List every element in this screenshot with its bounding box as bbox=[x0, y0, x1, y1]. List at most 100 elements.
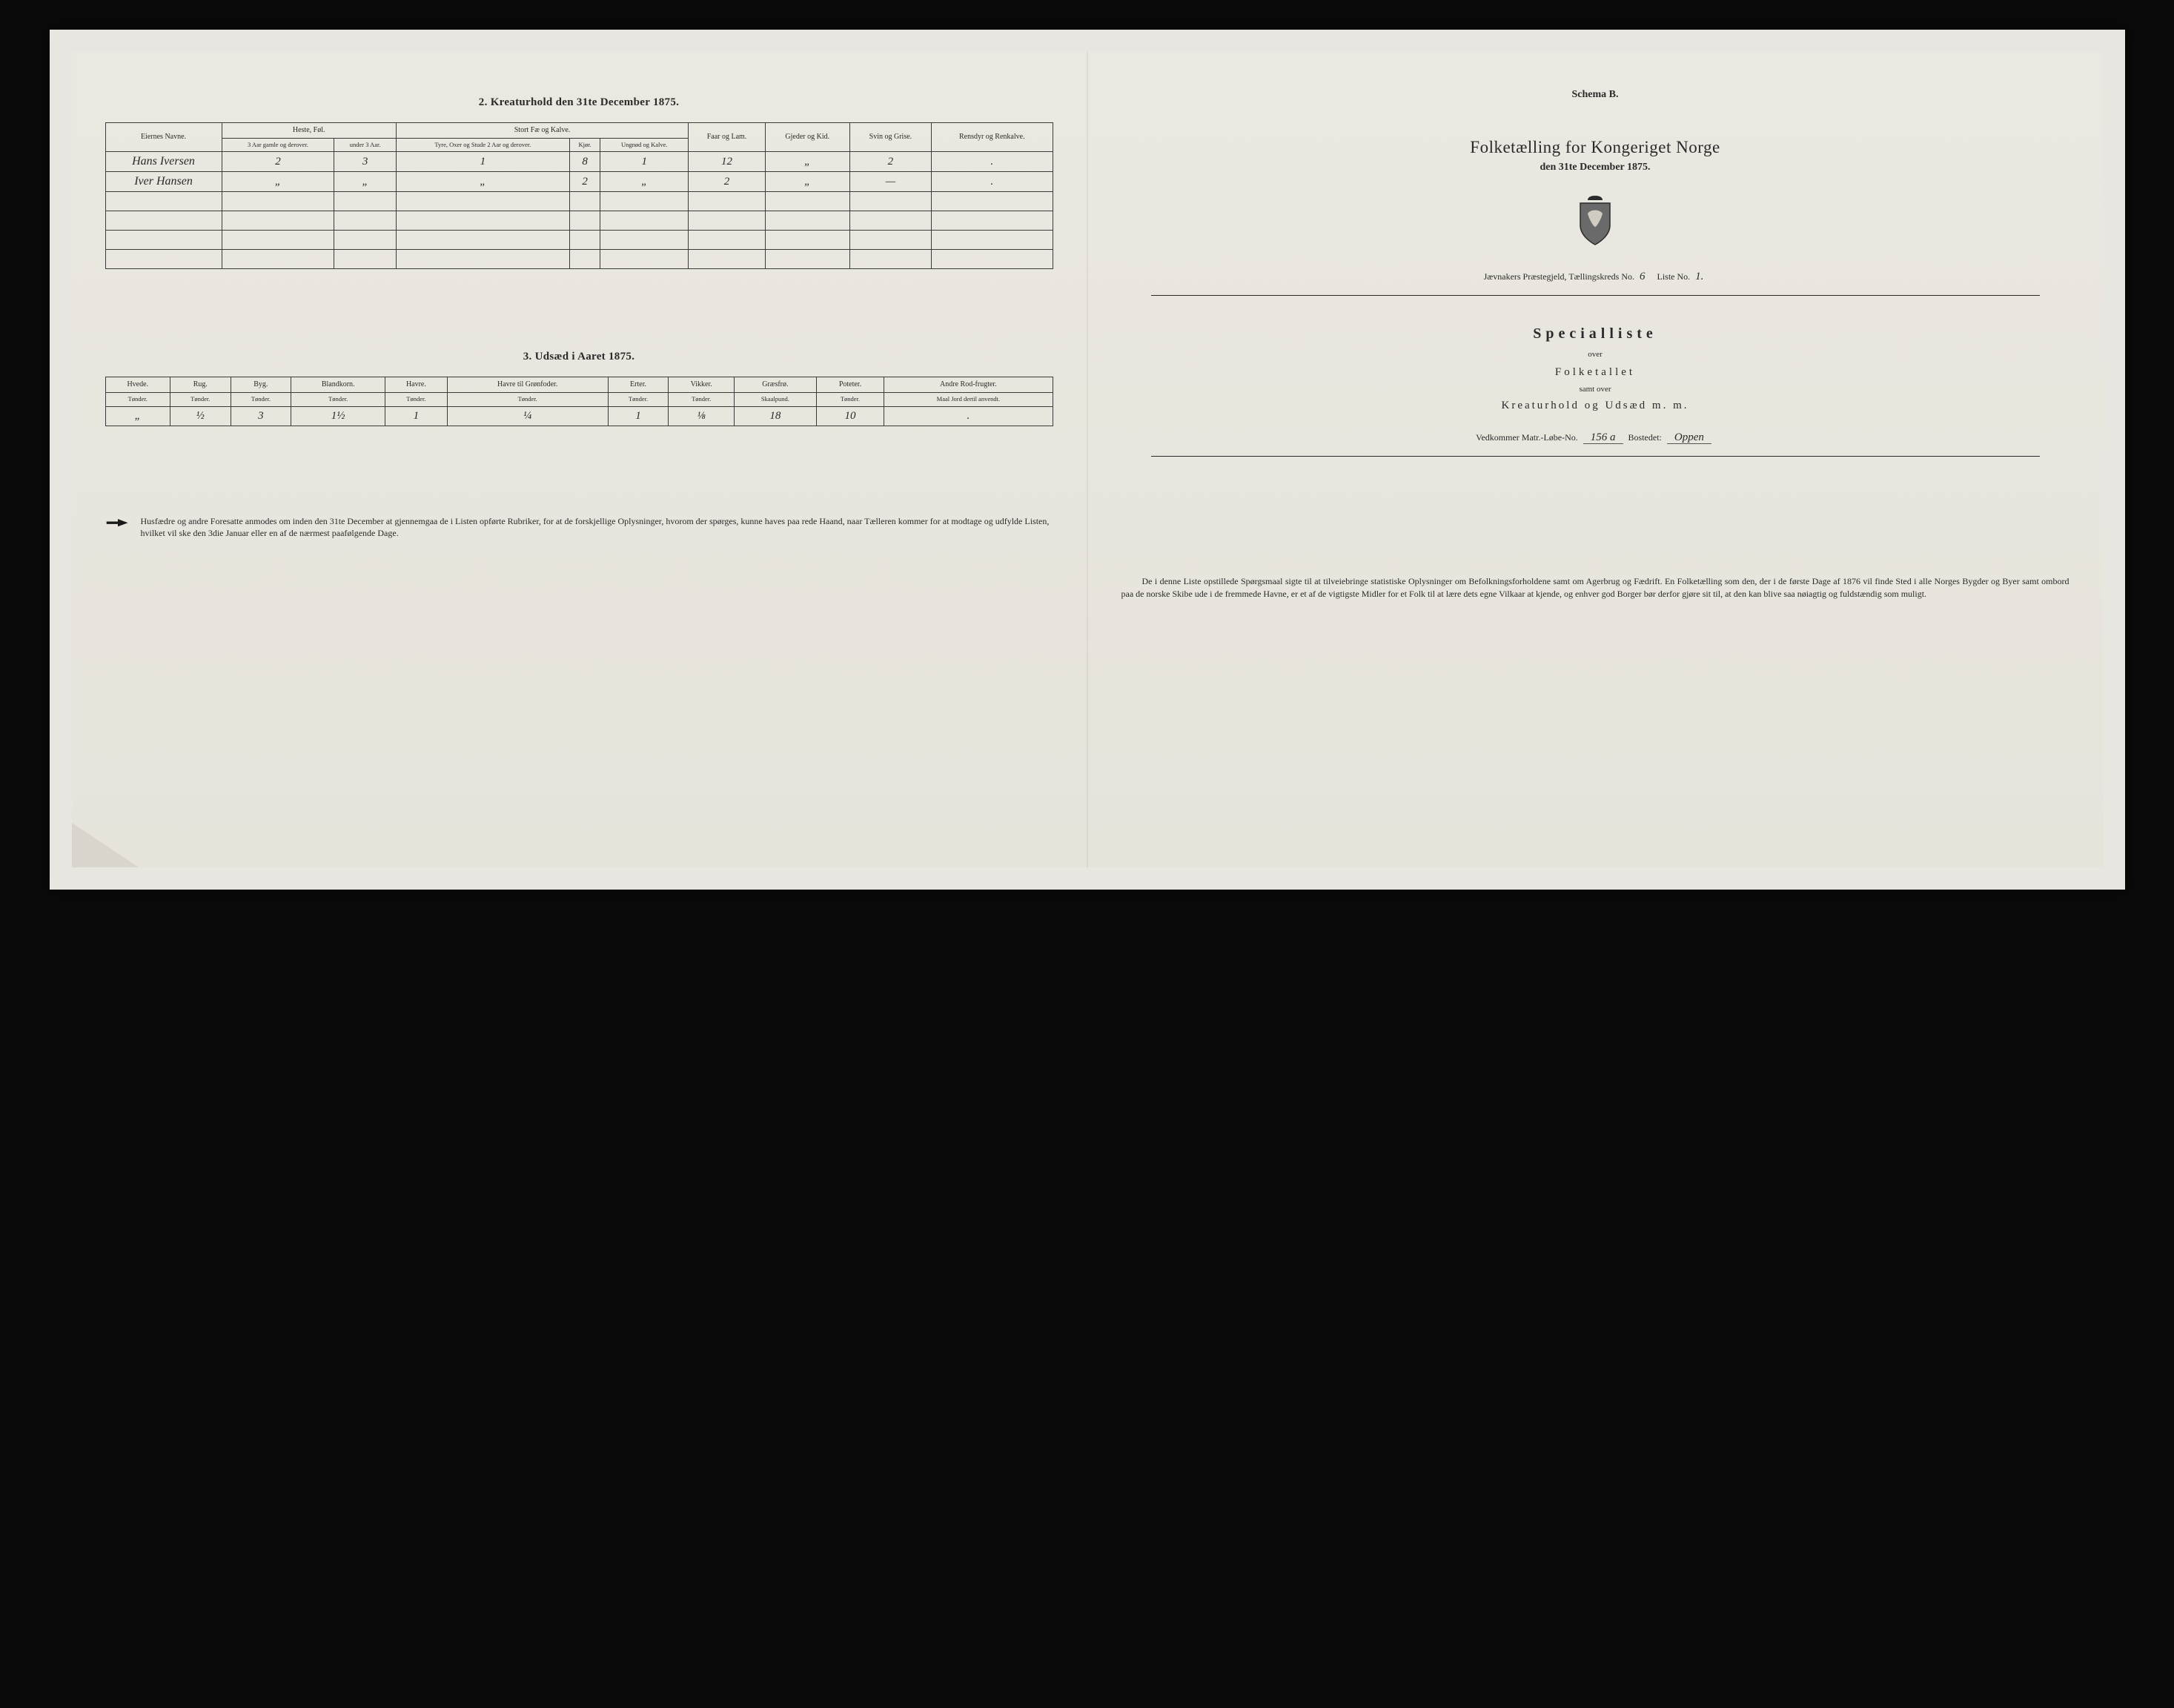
main-title: Folketælling for Kongeriget Norge bbox=[1121, 138, 2069, 157]
specialliste-heading: Specialliste bbox=[1121, 325, 2069, 342]
empty-cell bbox=[765, 192, 849, 211]
pointing-hand-icon bbox=[105, 515, 130, 534]
left-page: 2. Kreaturhold den 31te December 1875. E… bbox=[72, 52, 1087, 867]
notice-block: Husfædre og andre Foresatte anmodes om i… bbox=[105, 515, 1053, 539]
scan-frame: 2. Kreaturhold den 31te December 1875. E… bbox=[50, 30, 2125, 890]
cell-value: . bbox=[884, 406, 1053, 426]
column-unit: Tønder. bbox=[669, 392, 735, 406]
cell-value: ⅛ bbox=[669, 406, 735, 426]
empty-cell bbox=[105, 250, 222, 269]
liste-number: 1. bbox=[1695, 271, 1703, 282]
cell-value: „ bbox=[105, 406, 170, 426]
vedkom-label: Vedkommer Matr.-Løbe-No. bbox=[1476, 432, 1578, 443]
th-rensdyr: Rensdyr og Renkalve. bbox=[932, 123, 1053, 152]
empty-cell bbox=[222, 192, 334, 211]
cell-value: 1 bbox=[385, 406, 447, 426]
empty-cell bbox=[689, 192, 766, 211]
empty-cell bbox=[932, 211, 1053, 231]
kreds-number: 6 bbox=[1640, 271, 1646, 282]
th-stort-c: Ungnød og Kalve. bbox=[600, 138, 689, 152]
empty-cell bbox=[396, 231, 569, 250]
cell-value: 3 bbox=[231, 406, 291, 426]
cell-value: „ bbox=[222, 172, 334, 192]
empty-cell bbox=[600, 211, 689, 231]
th-heste-group: Heste, Føl. bbox=[222, 123, 396, 139]
cell-value: 2 bbox=[689, 172, 766, 192]
th-gjeder: Gjeder og Kid. bbox=[765, 123, 849, 152]
empty-cell bbox=[334, 192, 396, 211]
samt-label: samt over bbox=[1121, 385, 2069, 394]
empty-cell bbox=[222, 231, 334, 250]
column-unit: Tønder. bbox=[105, 392, 170, 406]
empty-cell bbox=[222, 211, 334, 231]
empty-cell bbox=[334, 231, 396, 250]
column-header: Byg. bbox=[231, 377, 291, 393]
empty-cell bbox=[396, 250, 569, 269]
cell-value: „ bbox=[765, 152, 849, 172]
column-header: Poteter. bbox=[816, 377, 884, 393]
empty-cell bbox=[569, 250, 600, 269]
cell-value: 10 bbox=[816, 406, 884, 426]
cell-value: ½ bbox=[170, 406, 231, 426]
column-unit: Tønder. bbox=[608, 392, 669, 406]
column-header: Hvede. bbox=[105, 377, 170, 393]
cell-value: 1 bbox=[396, 152, 569, 172]
column-header: Rug. bbox=[170, 377, 231, 393]
empty-cell bbox=[849, 211, 931, 231]
table-row: Hans Iversen2318112„2. bbox=[105, 152, 1053, 172]
empty-cell bbox=[849, 231, 931, 250]
census-date: den 31te December 1875. bbox=[1121, 162, 2069, 173]
cell-value: 2 bbox=[222, 152, 334, 172]
cell-value: . bbox=[932, 172, 1053, 192]
th-stort-b: Kjør. bbox=[569, 138, 600, 152]
cell-value: . bbox=[932, 152, 1053, 172]
kreaturhold-label: Kreaturhold og Udsæd m. m. bbox=[1121, 400, 2069, 412]
vedkommer-line: Vedkommer Matr.-Løbe-No. 156 a Bostedet:… bbox=[1121, 431, 2069, 444]
cell-value: 2 bbox=[569, 172, 600, 192]
cell-value: 2 bbox=[849, 152, 931, 172]
liste-label: Liste No. bbox=[1657, 271, 1691, 282]
cell-value: „ bbox=[396, 172, 569, 192]
cell-value: „ bbox=[765, 172, 849, 192]
column-header: Havre til Grønfoder. bbox=[447, 377, 608, 393]
empty-cell bbox=[932, 250, 1053, 269]
coat-of-arms-icon bbox=[1121, 194, 2069, 251]
empty-cell bbox=[689, 231, 766, 250]
cell-value: 18 bbox=[735, 406, 817, 426]
section2-title: 2. Kreaturhold den 31te December 1875. bbox=[105, 96, 1053, 109]
empty-cell bbox=[765, 231, 849, 250]
cell-value: 3 bbox=[334, 152, 396, 172]
empty-cell bbox=[105, 211, 222, 231]
empty-cell bbox=[689, 250, 766, 269]
bosted-value: Oppen bbox=[1667, 431, 1711, 444]
table-row bbox=[105, 192, 1053, 211]
divider bbox=[1151, 295, 2040, 296]
cell-value: „ bbox=[334, 172, 396, 192]
cell-value: 1½ bbox=[291, 406, 385, 426]
empty-cell bbox=[569, 192, 600, 211]
cell-value: 1 bbox=[600, 152, 689, 172]
empty-cell bbox=[600, 231, 689, 250]
column-unit: Skaalpund. bbox=[735, 392, 817, 406]
column-header: Græsfrø. bbox=[735, 377, 817, 393]
cell-value: ¼ bbox=[447, 406, 608, 426]
folketallet-label: Folketallet bbox=[1121, 366, 2069, 379]
cell-value: 1 bbox=[608, 406, 669, 426]
parish-line: Jævnakers Præstegjeld, Tællingskreds No.… bbox=[1121, 271, 2069, 283]
th-stort-group: Stort Fæ og Kalve. bbox=[396, 123, 688, 139]
column-unit: Tønder. bbox=[231, 392, 291, 406]
bosted-label: Bostedet: bbox=[1628, 432, 1662, 443]
column-unit: Tønder. bbox=[816, 392, 884, 406]
empty-cell bbox=[569, 231, 600, 250]
empty-cell bbox=[849, 192, 931, 211]
empty-cell bbox=[849, 250, 931, 269]
section3-title: 3. Udsæd i Aaret 1875. bbox=[105, 351, 1053, 363]
divider-2 bbox=[1151, 456, 2040, 457]
column-header: Andre Rod-frugter. bbox=[884, 377, 1053, 393]
page-dogear bbox=[72, 823, 139, 867]
table-row bbox=[105, 211, 1053, 231]
schema-label: Schema B. bbox=[1121, 89, 2069, 101]
cell-value: „ bbox=[600, 172, 689, 192]
table-row: Iver Hansen„„„2„2„—. bbox=[105, 172, 1053, 192]
empty-cell bbox=[334, 211, 396, 231]
